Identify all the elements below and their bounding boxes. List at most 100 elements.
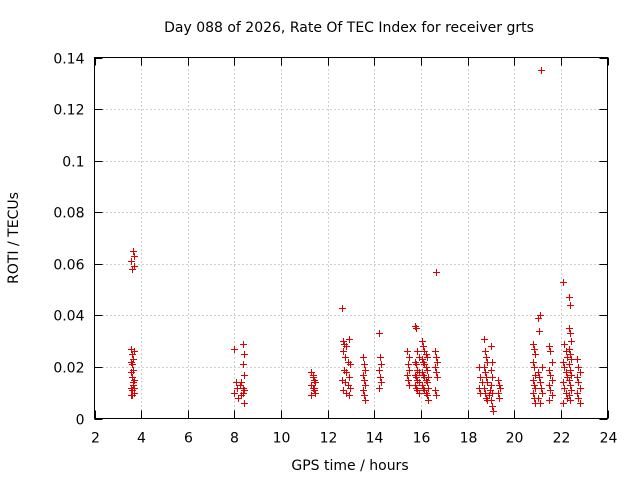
data-point [241, 372, 248, 379]
data-point [538, 67, 545, 74]
data-point [564, 354, 571, 361]
data-point [434, 374, 441, 381]
data-point [376, 330, 383, 337]
data-point [131, 385, 138, 392]
data-point [346, 336, 353, 343]
data-point [484, 379, 491, 386]
data-point [131, 253, 138, 260]
data-point [560, 400, 567, 407]
data-point [312, 390, 319, 397]
data-point [339, 305, 346, 312]
data-point [566, 294, 573, 301]
x-tick-label: 14 [366, 431, 384, 447]
data-point [404, 372, 411, 379]
data-point [561, 364, 568, 371]
data-point [530, 359, 537, 366]
data-point [312, 379, 319, 386]
data-point [536, 374, 543, 381]
data-point [574, 390, 581, 397]
data-point [434, 359, 441, 366]
data-point [497, 385, 504, 392]
data-point [378, 379, 385, 386]
data-point [433, 354, 440, 361]
data-point [241, 400, 248, 407]
data-point [340, 348, 347, 355]
x-tick-label: 4 [137, 431, 146, 447]
data-point [539, 364, 546, 371]
data-point [413, 361, 420, 368]
data-point [130, 367, 137, 374]
data-point [342, 354, 349, 361]
x-tick-label: 8 [230, 431, 239, 447]
x-tick-labels: 2 4 6 8 10 12 14 16 18 20 22 24 [91, 431, 617, 447]
data-point [531, 364, 538, 371]
data-point [419, 356, 426, 363]
data-point [425, 374, 432, 381]
grid-lines [94, 57, 608, 419]
data-point [361, 377, 368, 384]
data-point [481, 364, 488, 371]
data-point [231, 346, 238, 353]
data-point [240, 341, 247, 348]
data-point [560, 279, 567, 286]
data-point [346, 392, 353, 399]
data-point [577, 385, 584, 392]
data-point [483, 354, 490, 361]
y-tick-label: 0 [76, 413, 85, 429]
data-point [406, 367, 413, 374]
data-point [546, 367, 553, 374]
data-point [404, 348, 411, 355]
data-point [347, 385, 354, 392]
data-point [414, 348, 421, 355]
plot-frame [94, 57, 608, 419]
data-point [346, 374, 353, 381]
data-point [310, 372, 317, 379]
data-point [237, 382, 244, 389]
data-point [547, 372, 554, 379]
y-axis-title: ROTI / TECUs [6, 192, 22, 284]
data-point [530, 377, 537, 384]
data-point [546, 397, 553, 404]
data-point [405, 361, 412, 368]
data-point [490, 408, 497, 415]
data-point [549, 359, 556, 366]
data-point [547, 348, 554, 355]
data-point [238, 379, 245, 386]
x-tick-label: 16 [413, 431, 431, 447]
y-tick-label: 0.06 [53, 258, 84, 274]
data-point [425, 385, 432, 392]
data-point [241, 387, 248, 394]
data-point [416, 379, 423, 386]
data-point [130, 248, 137, 255]
data-point [129, 392, 136, 399]
data-point [567, 351, 574, 358]
data-point [131, 263, 138, 270]
data-point [340, 387, 347, 394]
y-tick-label: 0.14 [53, 52, 84, 68]
y-tick-label: 0.1 [62, 155, 84, 171]
data-point [496, 395, 503, 402]
x-tick-label: 22 [553, 431, 571, 447]
data-point [488, 397, 495, 404]
data-point [482, 390, 489, 397]
data-point [561, 385, 568, 392]
axis-ticks [94, 57, 609, 420]
data-point [567, 382, 574, 389]
data-point [567, 397, 574, 404]
data-point [419, 338, 426, 345]
data-point [419, 369, 426, 376]
x-tick-label: 20 [506, 431, 524, 447]
data-point [412, 382, 419, 389]
data-point [560, 379, 567, 386]
data-point [128, 359, 135, 366]
data-point [424, 367, 431, 374]
data-point [531, 382, 538, 389]
data-point [547, 387, 554, 394]
data-point [240, 361, 247, 368]
data-point [530, 390, 537, 397]
data-point [406, 354, 413, 361]
x-tick-label: 24 [600, 431, 618, 447]
chart-title: Day 088 of 2026, Rate Of TEC Index for r… [164, 20, 534, 36]
data-point [378, 361, 385, 368]
